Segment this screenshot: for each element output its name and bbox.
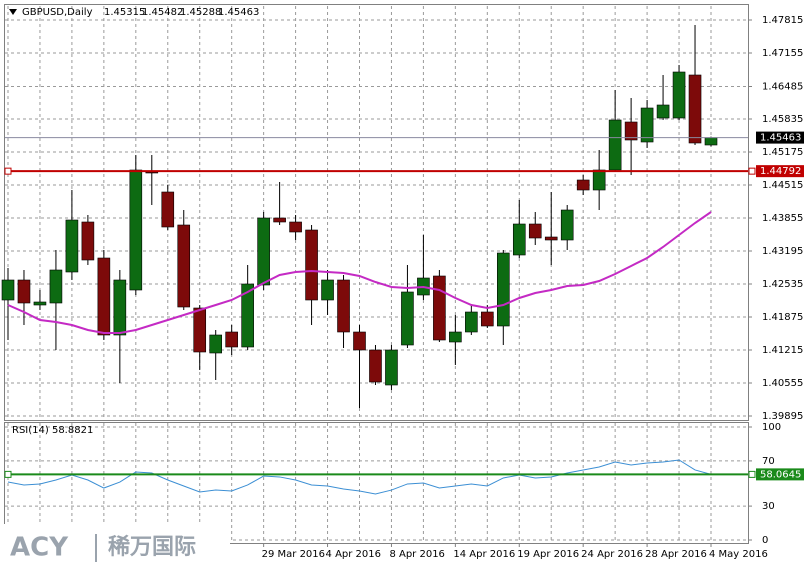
header-high: 1.45482 <box>142 7 183 18</box>
candle-body <box>385 349 398 386</box>
y-tick-label: 1.42535 <box>762 279 803 290</box>
y-tick-label: 1.47155 <box>762 48 803 59</box>
last-price-label: 1.45463 <box>760 133 801 144</box>
candle-body <box>608 119 622 171</box>
candle-body <box>576 179 590 191</box>
watermark-name: 稀万国际 <box>108 534 196 560</box>
candle-body <box>241 283 254 348</box>
level-tag <box>756 468 804 481</box>
last-price-tag <box>756 131 804 144</box>
y-tick-label: 1.44515 <box>762 180 803 191</box>
candle-body <box>496 252 510 327</box>
candle-body <box>401 291 414 346</box>
y-tick-label: 1.43195 <box>762 246 803 257</box>
candle-body <box>273 217 286 223</box>
y-tick-label: 0 <box>762 535 768 546</box>
x-tick-label: 4 May 2016 <box>709 549 768 560</box>
candle-body <box>688 74 702 144</box>
y-tick-label: 1.47815 <box>762 15 803 26</box>
candle-body <box>161 191 175 228</box>
candle-body <box>640 107 654 143</box>
level-handle <box>4 470 12 478</box>
level-label: 1.44792 <box>760 166 801 177</box>
candle-body <box>544 236 558 241</box>
level-label: 58.0645 <box>760 469 801 480</box>
header-close: 1.45463 <box>218 7 259 18</box>
candle-body <box>65 219 79 273</box>
y-tick-label: 1.43855 <box>762 213 803 224</box>
candle-body <box>369 349 382 383</box>
level-handle <box>4 167 12 175</box>
candle-body <box>353 331 366 351</box>
y-tick-label: 1.46485 <box>762 82 803 93</box>
candle-body <box>528 223 542 239</box>
candle-body <box>305 229 318 301</box>
candle-body <box>1 279 15 301</box>
plot-layer: 29 Mar 2016 4 Apr 2016 8 Apr 2016 14 Apr 20… <box>1 6 804 560</box>
y-tick-label: 1.41215 <box>762 345 803 356</box>
watermark-box <box>0 524 230 571</box>
candle-body <box>257 217 270 286</box>
candle-body <box>656 104 670 119</box>
price-panel-frame <box>4 4 749 421</box>
x-tick-label: 28 Apr 2016 <box>645 549 707 560</box>
candle-body <box>49 269 63 304</box>
candle-body <box>321 279 334 301</box>
candle-body <box>81 221 95 261</box>
y-tick-label: 30 <box>762 501 775 512</box>
candle-body <box>289 221 302 233</box>
header-icon <box>9 9 17 15</box>
candle-body <box>17 279 31 304</box>
level-tag <box>756 165 804 178</box>
candle-body <box>624 121 638 141</box>
x-tick-label: 14 Apr 2016 <box>453 549 515 560</box>
candle-body <box>449 331 462 343</box>
candle-body <box>97 257 111 336</box>
candle-body <box>704 137 718 146</box>
candle-body <box>481 311 494 327</box>
y-tick-label: 1.41875 <box>762 312 803 323</box>
header-low: 1.45288 <box>180 7 221 18</box>
candle-body <box>209 334 223 354</box>
candle-body <box>33 301 47 306</box>
level-handle <box>748 167 756 175</box>
candle-body <box>512 223 526 256</box>
x-tick-label: 4 Apr 2016 <box>326 549 381 560</box>
candle-body <box>129 169 143 291</box>
watermark: ACY 稀万国际 <box>0 524 230 571</box>
watermark-brand: ACY <box>10 533 69 563</box>
rsi-title: RSI(14) 58.8821 <box>12 425 93 436</box>
candle-body <box>465 311 478 333</box>
candle-body <box>177 224 191 308</box>
candle-body <box>433 275 446 341</box>
y-tick-label: 70 <box>762 456 775 467</box>
candle-body <box>592 169 606 191</box>
level-handle <box>748 470 756 478</box>
candle-body <box>560 209 574 241</box>
rsi-line <box>7 459 712 495</box>
rsi-panel-frame <box>4 422 749 544</box>
moving-average-line <box>7 211 712 334</box>
y-tick-label: 1.40555 <box>762 378 803 389</box>
x-tick-label: 19 Apr 2016 <box>517 549 579 560</box>
x-tick-label: 29 Mar 2016 <box>262 549 325 560</box>
candle-body <box>672 71 686 119</box>
x-tick-label: 24 Apr 2016 <box>581 549 643 560</box>
candle-body <box>113 279 127 336</box>
candle-body <box>193 307 207 353</box>
header-open: 1.45315 <box>104 7 145 18</box>
y-tick-label: 1.45175 <box>762 147 803 158</box>
candle-body <box>337 279 350 333</box>
x-tick-label: 8 Apr 2016 <box>389 549 444 560</box>
y-tick-label: 1.39895 <box>762 411 803 422</box>
y-tick-label: 1.45835 <box>762 114 803 125</box>
y-tick-label: 100 <box>762 422 781 433</box>
symbol-title: GBPUSD,Daily <box>22 7 93 18</box>
candle-body <box>225 331 238 348</box>
